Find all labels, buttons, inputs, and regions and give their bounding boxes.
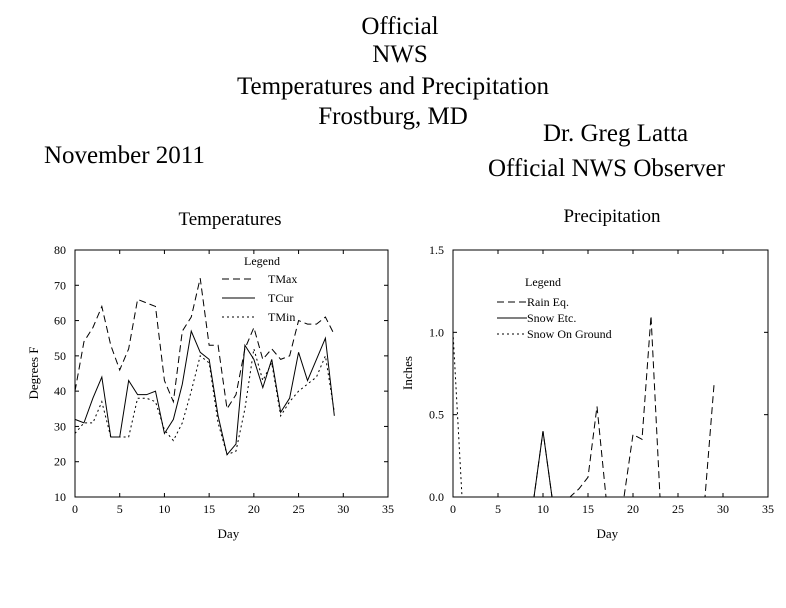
temp-x-tick-label: 20 bbox=[248, 502, 260, 516]
temp-y-tick-label: 70 bbox=[54, 278, 66, 292]
temp-legend-label: TCur bbox=[268, 291, 293, 305]
temp-legend-label: TMin bbox=[268, 310, 295, 324]
title-line-3: Temperatures and Precipitation bbox=[236, 73, 550, 100]
temp-plot-frame bbox=[74, 249, 389, 498]
temp-x-tick-label: 5 bbox=[117, 502, 123, 516]
precip-x-tick-label: 25 bbox=[672, 502, 684, 516]
precip-x-tick-label: 0 bbox=[450, 502, 456, 516]
temp-x-tick-label: 10 bbox=[158, 502, 170, 516]
precip-legend-label: Snow On Ground bbox=[527, 327, 612, 341]
temp-x-tick-label: 25 bbox=[293, 502, 305, 516]
precip-legend-label: Snow Etc. bbox=[527, 311, 576, 325]
temp-x-tick-label: 15 bbox=[203, 502, 215, 516]
precip-x-tick-label: 5 bbox=[495, 502, 501, 516]
precip-x-tick-label: 30 bbox=[717, 502, 729, 516]
temp-x-tick-label: 30 bbox=[337, 502, 349, 516]
precip-y-tick-label: 0.5 bbox=[429, 408, 444, 422]
temp-x-tick-label: 35 bbox=[382, 502, 394, 516]
precip-x-tick-label: 20 bbox=[627, 502, 639, 516]
observer-title: Official NWS Observer bbox=[488, 155, 725, 182]
title-line-1: Official bbox=[361, 13, 439, 40]
precip-series-snow-etc bbox=[453, 431, 714, 498]
title-line-2: NWS bbox=[372, 41, 428, 68]
precip-x-tick-label: 10 bbox=[537, 502, 549, 516]
temp-chart-title: Temperatures bbox=[178, 209, 281, 230]
temp-y-axis-label: Degrees F bbox=[26, 346, 41, 399]
temp-y-tick-label: 50 bbox=[54, 349, 66, 363]
temp-y-tick-label: 60 bbox=[54, 314, 66, 328]
precip-legend-title: Legend bbox=[525, 275, 561, 289]
precip-chart-title: Precipitation bbox=[563, 206, 661, 227]
precip-x-tick-label: 35 bbox=[762, 502, 774, 516]
precip-y-tick-label: 0.0 bbox=[429, 490, 444, 504]
temp-chart: Temperatures 0 5 10 15 20 25 30 35 10 20 30 40 50 60 70… bbox=[26, 209, 394, 541]
title-line-4: Frostburg, MD bbox=[318, 103, 468, 130]
temp-series-tmin bbox=[74, 348, 335, 456]
precip-series-rain-eq bbox=[453, 315, 715, 498]
precip-y-tick-label: 1.5 bbox=[429, 243, 444, 257]
precip-legend-label: Rain Eq. bbox=[527, 295, 569, 309]
precip-series-snow-on-ground bbox=[452, 332, 714, 498]
temp-y-tick-label: 10 bbox=[54, 490, 66, 504]
temp-y-tick-label: 30 bbox=[54, 419, 66, 433]
precip-chart: Precipitation 0 5 10 15 20 25 30 35 0.0 0.5 1.0 1.5 D… bbox=[400, 206, 774, 541]
observer-name: Dr. Greg Latta bbox=[543, 120, 689, 147]
precip-plot-frame bbox=[452, 249, 769, 498]
precip-y-tick-label: 1.0 bbox=[429, 325, 444, 339]
temp-legend-title: Legend bbox=[244, 254, 280, 268]
temp-legend-label: TMax bbox=[268, 272, 297, 286]
precip-y-axis-label: Inches bbox=[400, 356, 415, 390]
precip-x-axis-label: Day bbox=[597, 526, 619, 541]
temp-y-tick-label: 40 bbox=[54, 384, 66, 398]
temp-y-tick-label: 20 bbox=[54, 455, 66, 469]
temp-x-axis-label: Day bbox=[218, 526, 240, 541]
temp-series-tmax bbox=[74, 278, 335, 411]
temp-x-tick-label: 0 bbox=[72, 502, 78, 516]
temp-series-tcur bbox=[74, 329, 335, 456]
precip-x-tick-label: 15 bbox=[582, 502, 594, 516]
temp-y-tick-label: 80 bbox=[54, 243, 66, 257]
month-label: November 2011 bbox=[44, 142, 205, 169]
